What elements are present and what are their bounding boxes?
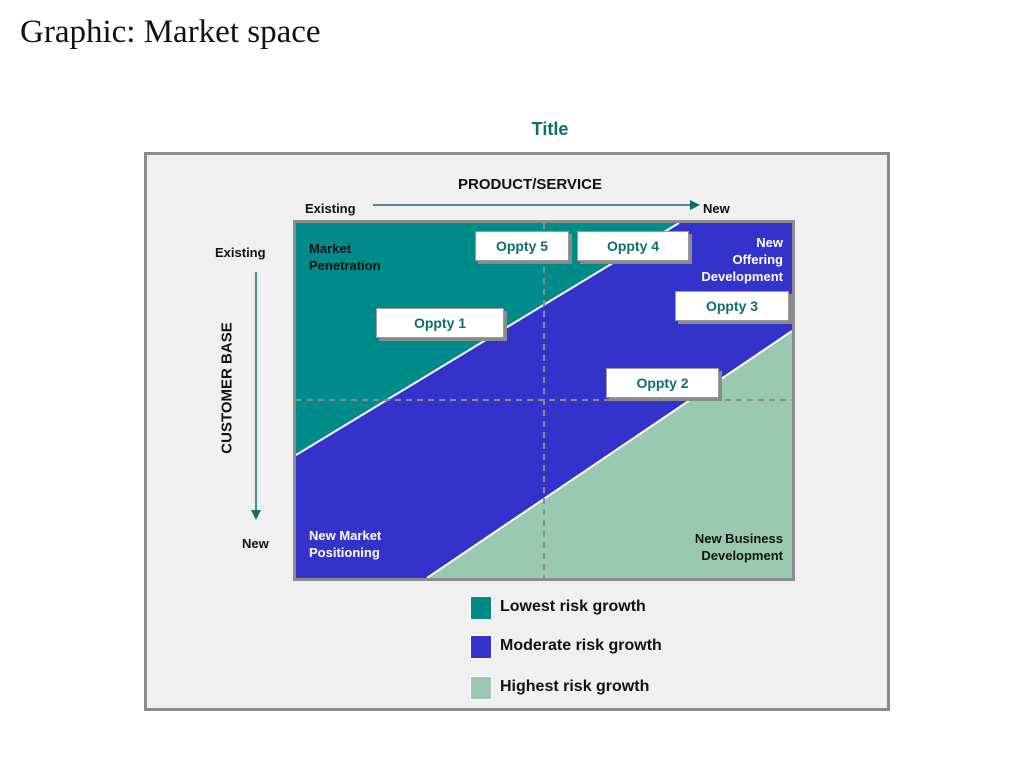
customer-axis-new-label: New xyxy=(242,536,269,551)
oppty-2-box[interactable]: Oppty 2 xyxy=(606,368,719,398)
oppty-3-box[interactable]: Oppty 3 xyxy=(675,291,789,321)
new-offering-development-label: New Offering Development xyxy=(701,235,783,284)
legend-label-lowest: Lowest risk growth xyxy=(500,598,646,615)
customer-axis-existing-label: Existing xyxy=(215,245,266,260)
legend-swatch-highest xyxy=(470,676,492,700)
new-market-positioning-label: New Market Positioning xyxy=(309,528,382,560)
oppty-5-box[interactable]: Oppty 5 xyxy=(475,231,569,261)
product-axis-existing-label: Existing xyxy=(305,201,356,216)
customer-base-axis-title: CUSTOMER BASE xyxy=(218,322,236,454)
oppty-1-box[interactable]: Oppty 1 xyxy=(376,308,504,338)
slide-title: Graphic: Market space xyxy=(20,14,321,50)
legend-label-highest: Highest risk growth xyxy=(500,678,650,695)
upper-zone-boundary xyxy=(296,223,680,456)
legend-swatch-moderate xyxy=(470,635,492,659)
diagram-title: Title xyxy=(531,119,569,139)
product-service-axis-title: PRODUCT/SERVICE xyxy=(458,176,602,193)
lower-zone-boundary xyxy=(426,330,792,578)
oppty-4-box[interactable]: Oppty 4 xyxy=(577,231,689,261)
legend-label-moderate: Moderate risk growth xyxy=(500,637,662,654)
legend-swatch-lowest xyxy=(470,596,492,620)
new-business-development-label: New Business Development xyxy=(694,531,783,563)
market-penetration-label: Market Penetration xyxy=(309,241,381,273)
product-axis-new-label: New xyxy=(703,201,730,216)
